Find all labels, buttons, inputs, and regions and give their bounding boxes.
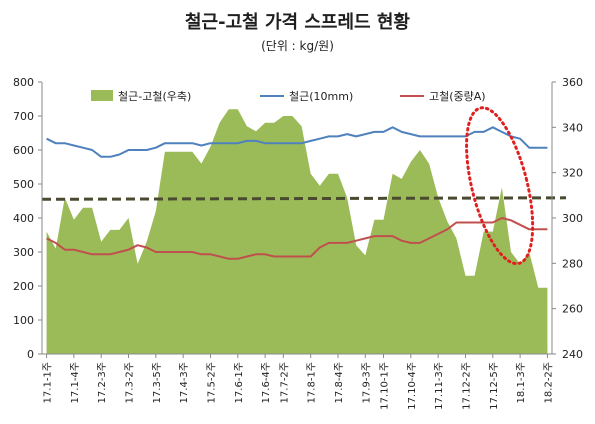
y-left-tick-label: 800 <box>13 76 34 89</box>
y-right-tick-label: 240 <box>562 348 583 361</box>
x-tick-label: 18.2-2주 <box>543 362 554 403</box>
line-series-rebar <box>46 126 548 158</box>
chart-subtitle: (단위 : kg/원) <box>261 39 334 53</box>
y-left-tick-label: 200 <box>13 280 34 293</box>
y-left-tick-label: 300 <box>13 246 34 259</box>
legend-swatch-spread <box>91 90 113 101</box>
area-series-spread <box>46 109 548 354</box>
x-tick-label: 17.2-3주 <box>97 362 108 403</box>
y-left-tick-label: 400 <box>13 212 34 225</box>
x-tick-label: 17.12-2주 <box>461 362 472 410</box>
points-rebar <box>46 127 548 157</box>
x-tick-label: 18.1-3주 <box>516 362 527 403</box>
y-right-tick-label: 360 <box>562 76 583 89</box>
x-tick-label: 17.11-3주 <box>434 362 445 410</box>
legend-label-rebar: 철근(10mm) <box>289 90 353 103</box>
annotation-ellipse <box>465 106 535 266</box>
x-tick-label: 17.1-4주 <box>70 362 81 403</box>
legend: 철근-고철(우축) 철근(10mm) 고철(중량A) <box>91 90 486 103</box>
y-right-tick-label: 280 <box>562 257 583 270</box>
y-right-tick-label: 260 <box>562 303 583 316</box>
y-left-tick-label: 700 <box>13 110 34 123</box>
points-scrap <box>46 217 548 259</box>
y-left-tick-label: 0 <box>27 348 34 361</box>
x-tick-label: 17.6-4주 <box>261 362 272 403</box>
y-left-tick-label: 100 <box>13 314 34 327</box>
x-tick-label: 17.3-5주 <box>152 362 163 403</box>
x-tick-label: 17.4-3주 <box>179 362 190 403</box>
y-right-tick-label: 300 <box>562 212 583 225</box>
x-tick-label: 17.10-1주 <box>380 362 391 410</box>
chart-title: 철근-고철 가격 스프레드 현황 <box>185 12 410 33</box>
y-left-tick-label: 600 <box>13 144 34 157</box>
x-tick-label: 17.5-2주 <box>206 362 217 403</box>
x-tick-label: 17.12-5주 <box>489 362 500 410</box>
y-right-tick-label: 340 <box>562 121 583 134</box>
x-tick-label: 17.8-1주 <box>307 362 318 403</box>
plot-area: 0 100 200 300 400 500 600 700 800 240 260 280 300 320… <box>13 76 583 410</box>
x-tick-label: 17.8-4주 <box>334 362 345 403</box>
y-right-tick-label: 320 <box>562 167 583 180</box>
x-tick-label: 17.7-2주 <box>279 362 290 403</box>
legend-label-spread: 철근-고철(우축) <box>118 90 191 103</box>
reference-line <box>41 196 567 201</box>
x-tick-label: 17.10-4주 <box>407 362 418 410</box>
x-tick-label: 17.1-1주 <box>43 362 54 403</box>
x-tick-label: 17.3-2주 <box>125 362 136 403</box>
x-tick-label: 17.9-3주 <box>361 362 372 403</box>
line-series-scrap <box>46 217 548 260</box>
y-left-tick-label: 500 <box>13 178 34 191</box>
legend-label-scrap: 고철(중량A) <box>429 90 486 103</box>
x-tick-label: 17.6-1주 <box>234 362 245 403</box>
